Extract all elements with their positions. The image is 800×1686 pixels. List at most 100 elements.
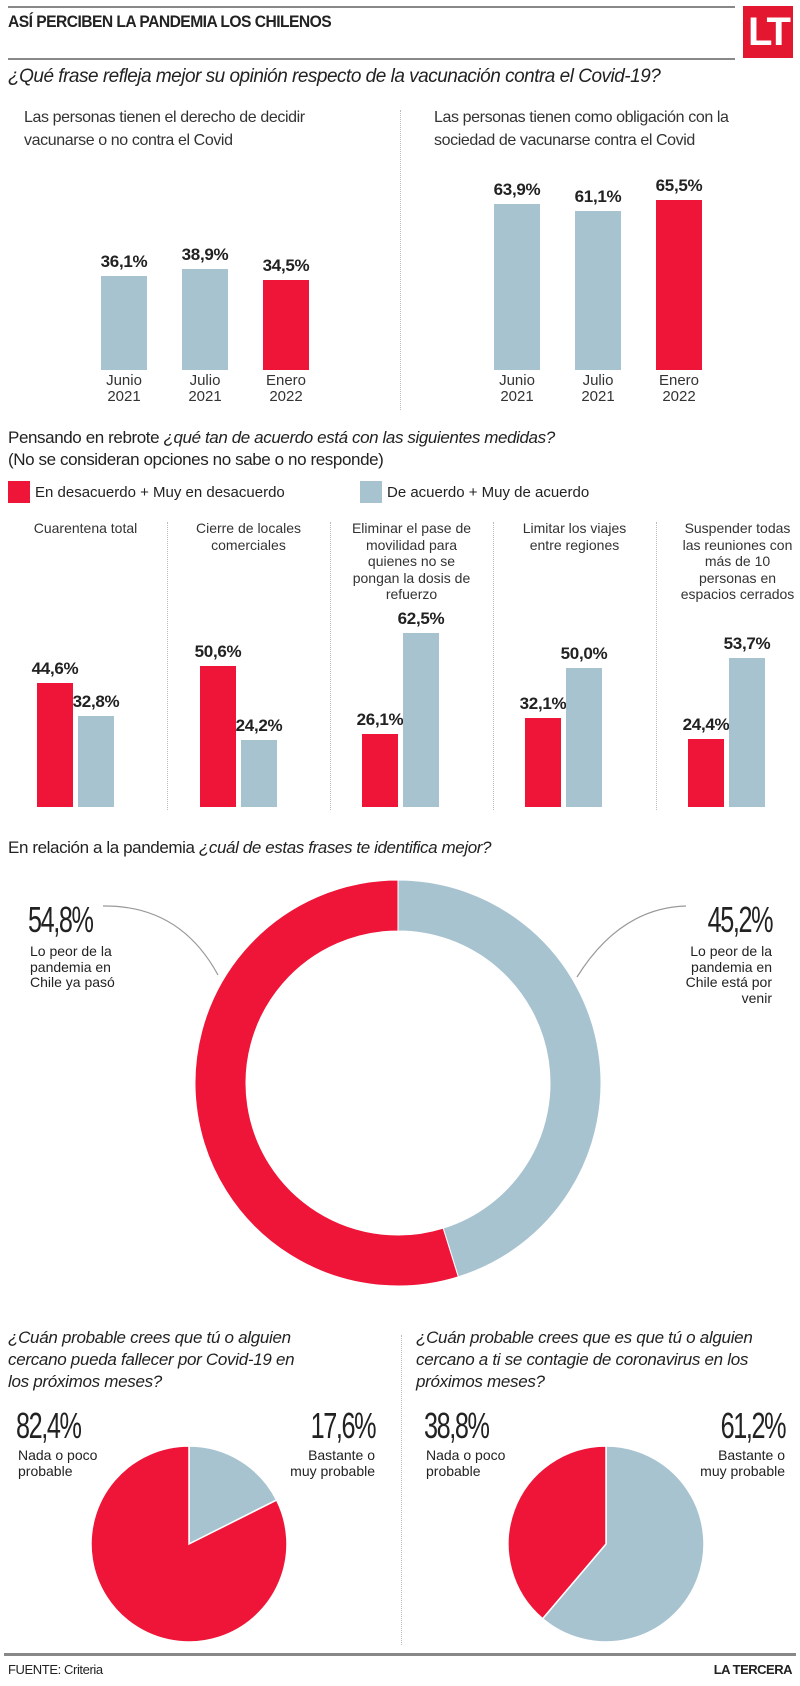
- right-chart-title: Las personas tienen como obligación con …: [434, 106, 729, 152]
- question-line: ¿Cuán probable crees que es que tú o alg…: [416, 1328, 753, 1347]
- pie-label: Nada o poco probable: [18, 1447, 98, 1479]
- donut-label-line: Lo peor de la: [30, 943, 112, 959]
- left-chart-title: Las personas tienen el derecho de decidi…: [24, 106, 305, 152]
- data-label: 61,1%: [574, 187, 622, 207]
- bar: [656, 199, 702, 370]
- pandemic-question: En relación a la pandemia ¿cuál de estas…: [8, 838, 491, 858]
- death-probability-question: ¿Cuán probable crees que tú o alguien ce…: [8, 1327, 295, 1393]
- pie-label-line: muy probable: [700, 1462, 785, 1479]
- measure-label: Cuarentena total: [4, 520, 167, 537]
- data-label: 50,6%: [194, 642, 242, 662]
- category-label-line: 2022: [662, 388, 696, 405]
- category-label-line: Enero: [265, 372, 307, 389]
- pie-slice-very-probable: [541, 1445, 705, 1643]
- data-label: 50,0%: [560, 644, 608, 663]
- category-label: Enero 2022: [636, 373, 722, 405]
- question-line: próximos meses?: [416, 1372, 545, 1391]
- category-label: Junio 2021: [81, 373, 167, 405]
- bar: [263, 280, 309, 370]
- contagion-probability-question: ¿Cuán probable crees que es que tú o alg…: [416, 1327, 753, 1393]
- measure-label-line: pongan la dosis de: [352, 569, 471, 586]
- pie-label-line: Bastante o: [308, 1447, 375, 1463]
- category-label-line: 2021: [107, 388, 141, 405]
- pandemic-question-plain: En relación a la pandemia: [8, 838, 199, 857]
- la-tercera-logo: LT: [743, 6, 793, 58]
- donut-label-line: pandemia en: [691, 958, 772, 975]
- category-label-line: 2021: [581, 388, 615, 405]
- donut-slice-worst-passed: [194, 879, 459, 1287]
- section1-divider: [400, 110, 401, 410]
- leader-line: [102, 905, 219, 976]
- category-label: Julio 2021: [555, 373, 641, 405]
- question-line: cercano pueda fallecer por Covid-19 en: [8, 1350, 295, 1369]
- source-credit: FUENTE: Criteria: [8, 1662, 103, 1677]
- measures-question-line: Pensando en rebrote ¿qué tan de acuerdo …: [8, 427, 555, 449]
- data-label: 24,2%: [235, 715, 283, 735]
- question-line: los próximos meses?: [8, 1372, 162, 1391]
- measures-question-italic: ¿qué tan de acuerdo está con las siguien…: [163, 428, 556, 447]
- data-label: 44,6%: [31, 659, 79, 678]
- pie-label: Nada o poco probable: [426, 1447, 505, 1479]
- pie-percent: 38,8%: [424, 1405, 490, 1446]
- bar: [182, 268, 228, 370]
- category-label-line: Julio: [189, 372, 221, 389]
- data-label: 36,1%: [100, 252, 148, 272]
- data-label: 38,9%: [181, 244, 229, 264]
- source-label: FUENTE:: [8, 1662, 61, 1677]
- category-label-line: 2022: [269, 388, 303, 405]
- measure-label-line: Cuarentena total: [33, 520, 138, 536]
- left-chart-title-line: Las personas tienen el derecho de decidi…: [24, 109, 305, 126]
- measure-label-line: Limitar los viajes: [522, 520, 627, 536]
- pie-label-line: Bastante o: [718, 1447, 785, 1463]
- measure-label-line: quienes no se: [367, 553, 456, 569]
- pie-slice-unlikely: [507, 1445, 607, 1620]
- donut-label-line: Chile está por: [685, 974, 772, 990]
- bar: [566, 668, 602, 807]
- donut-label-line: Chile ya pasó: [30, 974, 115, 990]
- legend-label-disagree: En desacuerdo + Muy en desacuerdo: [35, 484, 285, 501]
- question-line: cercano a ti se contagie de coronavirus …: [416, 1350, 749, 1369]
- pie-label: Bastante o muy probable: [700, 1447, 785, 1479]
- measures-question-plain: Pensando en rebrote: [8, 428, 164, 447]
- measures-divider: [656, 522, 657, 810]
- measures-divider: [167, 522, 168, 810]
- question-line: ¿Cuán probable crees que tú o alguien: [8, 1328, 291, 1347]
- bar: [525, 717, 561, 807]
- measures-divider: [330, 522, 331, 810]
- leader-line: [576, 905, 687, 978]
- right-chart-title-line: Las personas tienen como obligación con …: [434, 109, 729, 126]
- measure-label: Suspender todas las reuniones con más de 1…: [656, 520, 800, 603]
- data-label: 32,1%: [519, 693, 567, 713]
- pie-percent: 17,6%: [310, 1405, 377, 1446]
- page-title: ASÍ PERCIBEN LA PANDEMIA LOS CHILENOS: [8, 12, 332, 31]
- pie-label-line: muy probable: [290, 1462, 375, 1479]
- category-label-line: Junio: [106, 372, 142, 389]
- source-name: Criteria: [64, 1662, 103, 1677]
- bar: [101, 276, 147, 370]
- legend-label-agree: De acuerdo + Muy de acuerdo: [387, 484, 590, 501]
- footer-rule: [4, 1653, 796, 1656]
- measure-label-line: más de 10: [704, 553, 771, 569]
- legend-swatch-red: [8, 481, 30, 503]
- measure-label: Cierre de locales comerciales: [167, 520, 330, 553]
- category-label-line: 2021: [188, 388, 222, 405]
- category-label-line: Enero: [658, 372, 700, 389]
- donut-slice-worst-to-come: [397, 879, 602, 1278]
- measure-label-line: refuerzo: [385, 586, 438, 602]
- pandemic-question-italic: ¿cuál de estas frases te identifica mejo…: [198, 838, 492, 857]
- data-label: 63,9%: [493, 179, 541, 199]
- right-chart-title-line: sociedad de vacunarse contra el Covid: [434, 132, 695, 149]
- bar: [200, 666, 236, 807]
- category-label: Enero 2022: [243, 373, 329, 405]
- measure-label: Eliminar el pase de movilidad para quienes…: [330, 520, 493, 603]
- data-label: 65,5%: [655, 175, 703, 195]
- pie-label-line: probable: [426, 1462, 481, 1479]
- bar: [37, 683, 73, 807]
- measure-label: Limitar los viajes entre regiones: [493, 520, 656, 553]
- pie-percent: 82,4%: [16, 1405, 82, 1446]
- bar: [403, 633, 439, 807]
- bar: [78, 715, 114, 807]
- pie-label-line: Nada o poco: [18, 1447, 98, 1463]
- donut-label: Lo peor de la pandemia en Chile está por ve…: [685, 943, 772, 1006]
- measure-label-line: las reuniones con: [682, 536, 793, 553]
